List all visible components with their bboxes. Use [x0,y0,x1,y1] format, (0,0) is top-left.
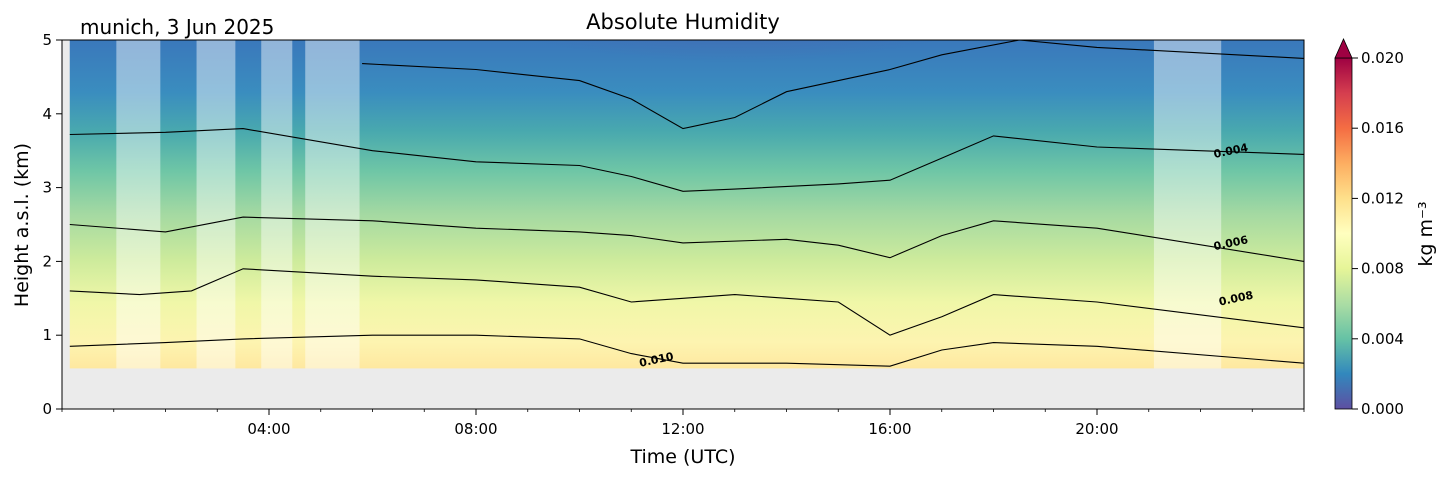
x-tick-label: 04:00 [247,420,290,438]
x-tick-label: 20:00 [1075,420,1118,438]
y-tick-label: 1 [42,326,52,344]
data-gaps [116,40,1222,369]
contour-line [362,40,1304,130]
colorbar-tick-label: 0.000 [1361,400,1404,418]
colorbar-tick-label: 0.004 [1361,330,1404,348]
location-label: munich, 3 Jun 2025 [80,15,274,39]
plot-title: Absolute Humidity [586,10,780,34]
x-tick-label: 12:00 [661,420,704,438]
y-tick-label: 2 [42,252,52,270]
y-axis-title: Height a.s.l. (km) [11,143,33,307]
colorbar-tick-label: 0.008 [1361,260,1404,278]
data-gap-band [116,40,161,369]
colorbar-ticks: 0.000 0.004 0.008 0.012 0.016 0.020 [1352,49,1404,418]
x-axis: 04:00 08:00 12:00 16:00 20:00 [61,409,1305,438]
y-axis: 0 1 2 3 4 5 [42,31,62,418]
contour-lines [69,40,1304,367]
colorbar: 0.000 0.004 0.008 0.012 0.016 0.020 kg m⁻³ [1334,38,1437,418]
data-gap-band [1153,40,1222,369]
y-tick-label: 0 [42,400,52,418]
colorbar-title: kg m⁻³ [1415,201,1437,266]
data-gap-band [196,40,236,369]
colorbar-tick-label: 0.020 [1361,49,1404,67]
colorbar-extend-arrow [1334,38,1353,59]
data-gap-band [261,40,293,369]
x-tick-label: 08:00 [454,420,497,438]
contour-line [69,334,1304,367]
x-tick-label: 16:00 [868,420,911,438]
y-tick-label: 4 [42,105,52,123]
x-axis-title: Time (UTC) [629,446,735,468]
contour-line [69,128,1304,192]
data-gap-band [305,40,360,369]
colorbar-tick-label: 0.012 [1361,189,1404,207]
colorbar-tick-label: 0.016 [1361,119,1404,137]
y-tick-label: 3 [42,179,52,197]
dry-air-core [424,40,1046,152]
y-tick-label: 5 [42,31,52,49]
colorbar-fill [1334,57,1353,410]
contour-line [69,216,1304,262]
contour-line [69,268,1304,336]
